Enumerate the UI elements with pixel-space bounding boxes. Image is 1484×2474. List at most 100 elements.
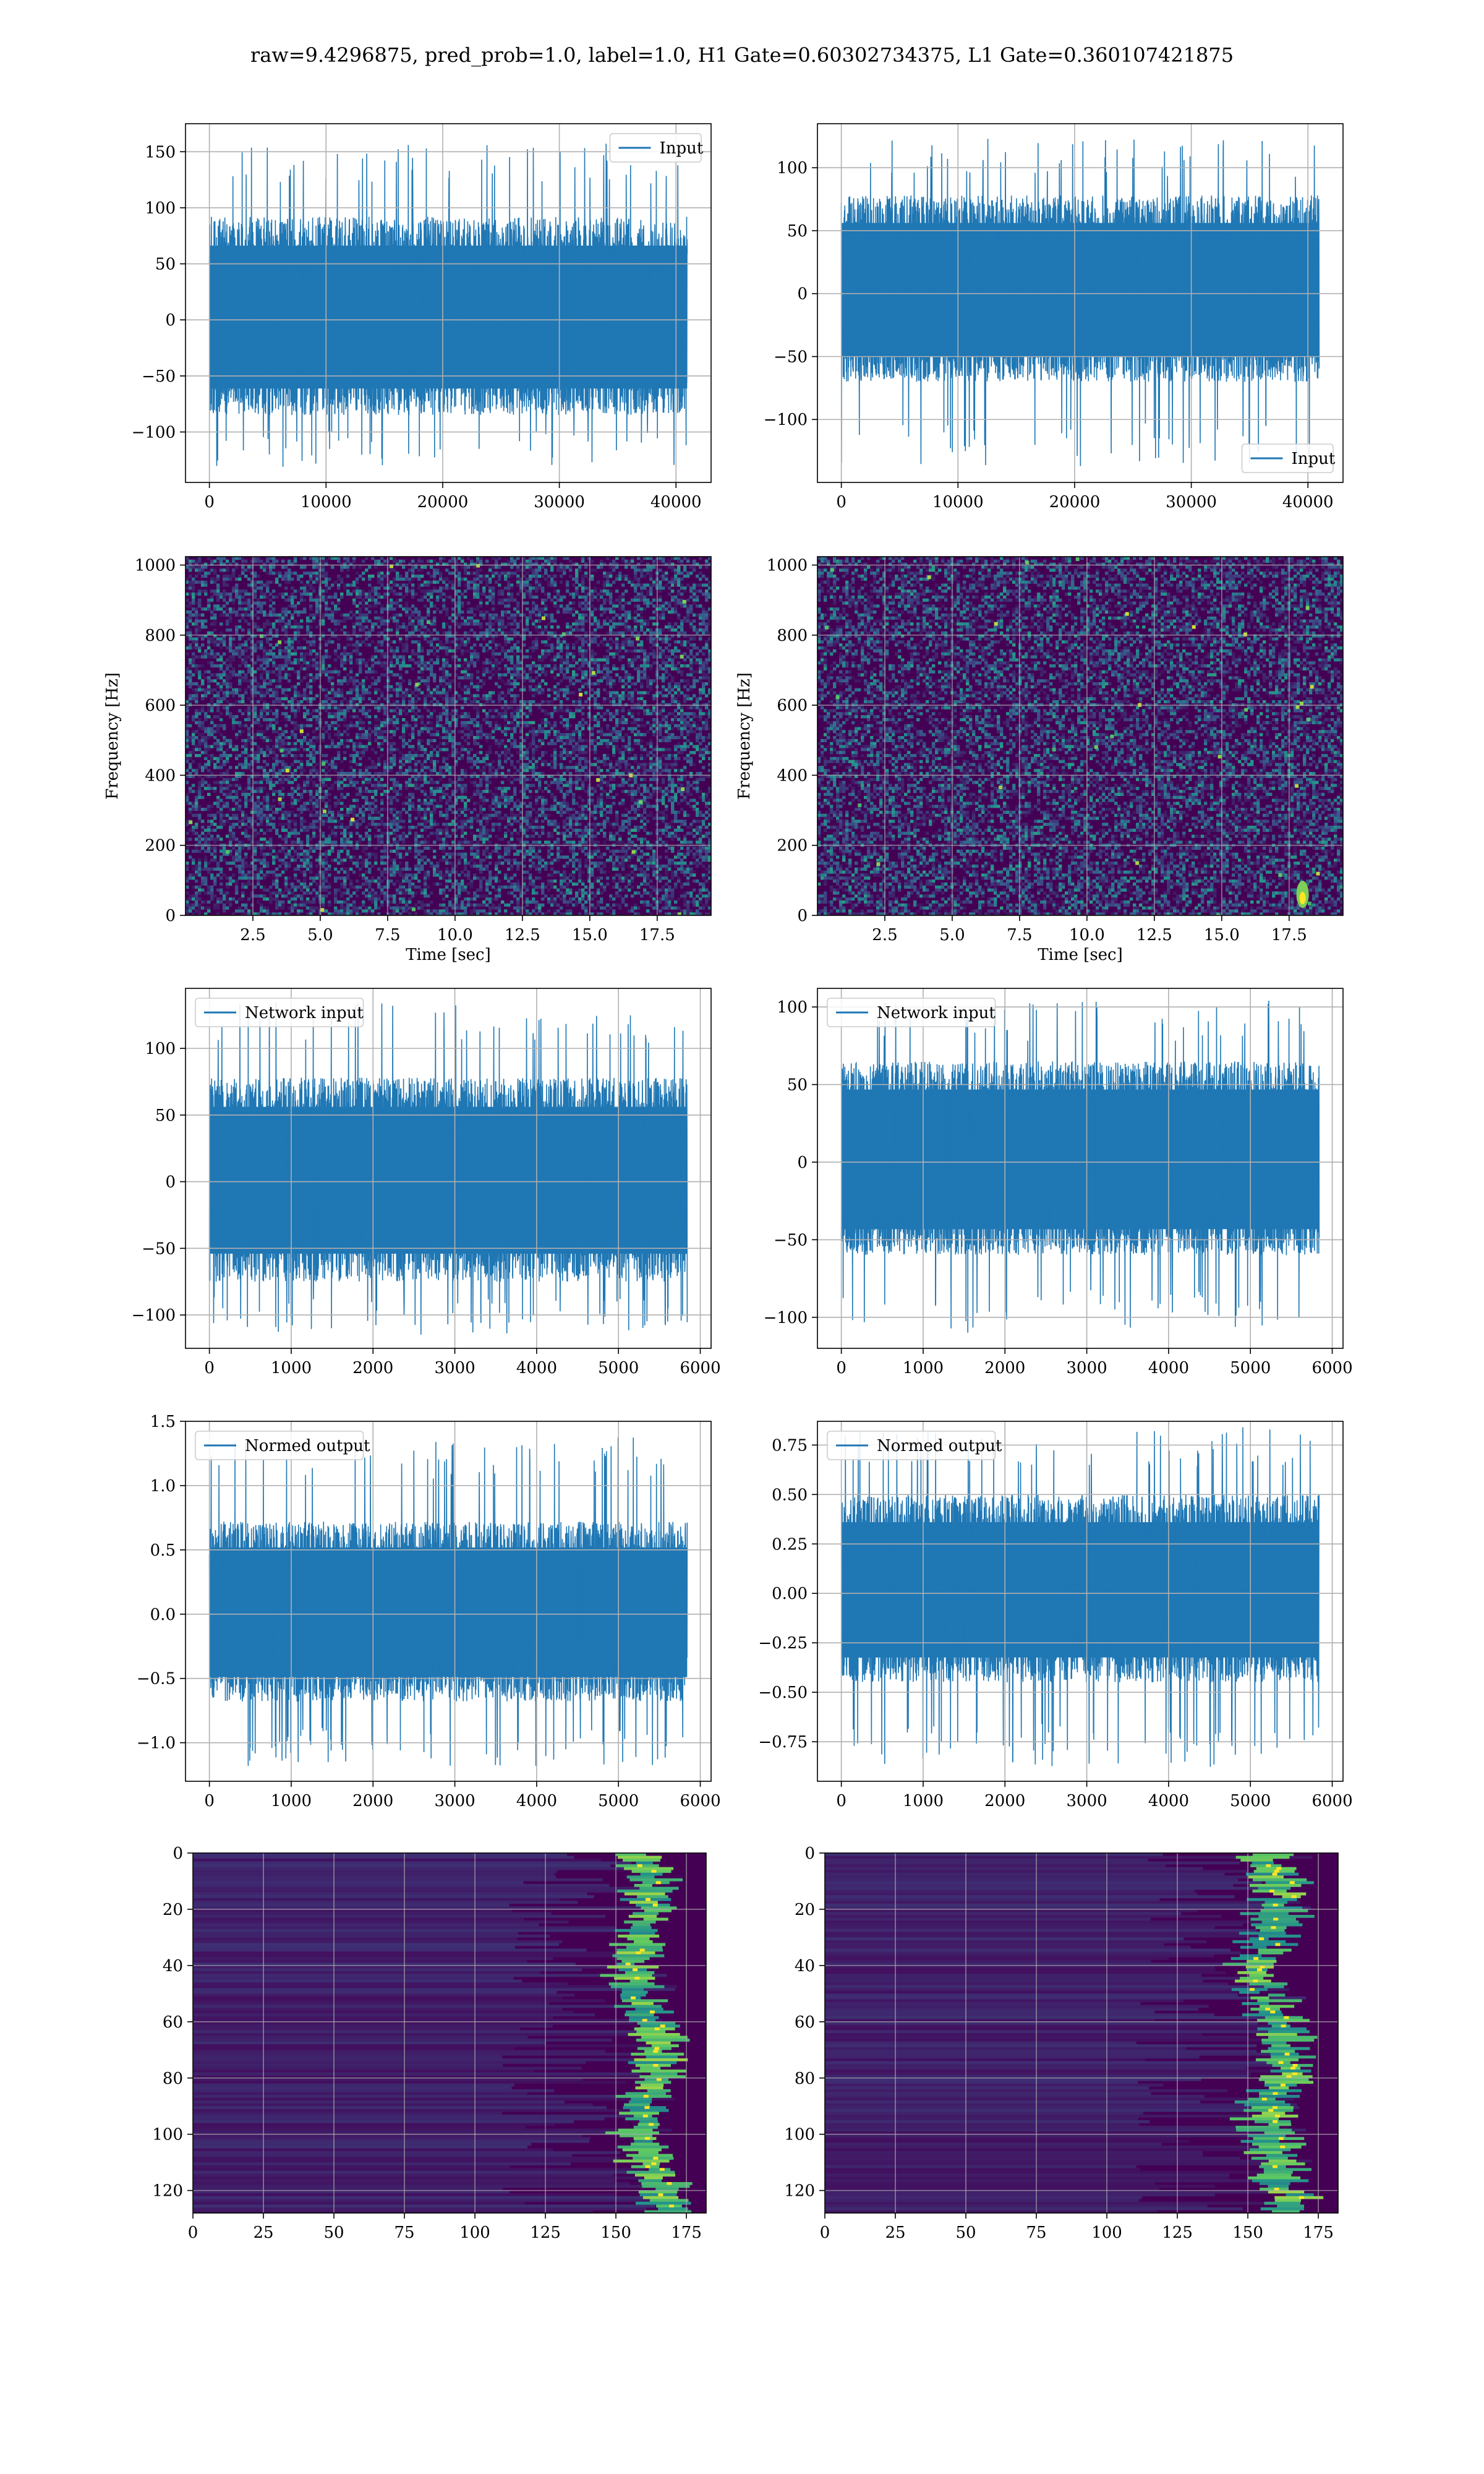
heatmap-cell <box>207 831 211 835</box>
heatmap-cell <box>189 583 192 587</box>
heatmap-cell <box>213 903 217 907</box>
heatmap-cell <box>427 634 430 638</box>
heatmap-cell <box>213 637 217 641</box>
heatmap-cell <box>216 589 220 593</box>
heatmap-cell <box>275 880 279 883</box>
heatmap-cell <box>436 607 440 611</box>
heatmap-cell <box>229 676 232 680</box>
heatmap-cell <box>417 849 421 853</box>
heatmap-cell <box>436 598 440 602</box>
heatmap-cell <box>331 763 335 766</box>
heatmap-cell <box>278 575 282 578</box>
heatmap-cell <box>349 867 353 871</box>
heatmap-cell <box>380 792 384 796</box>
heatmap-cell <box>362 625 365 629</box>
heatmap-cell <box>417 670 421 674</box>
heatmap-cell <box>220 733 223 737</box>
heatmap-cell <box>396 604 399 608</box>
heatmap-cell <box>377 912 381 915</box>
heatmap-cell <box>207 727 211 730</box>
heatmap-cell <box>306 906 310 910</box>
heatmap-cell <box>291 903 294 907</box>
heatmap-cell <box>210 649 214 653</box>
heatmap-cell <box>365 894 369 898</box>
heatmap-cell <box>223 897 226 901</box>
heatmap-cell <box>380 855 384 859</box>
heatmap-cell <box>291 906 294 910</box>
heatmap-cell <box>309 906 313 910</box>
heatmap-cell <box>309 900 313 904</box>
heatmap-cell <box>402 577 406 581</box>
heatmap-cell <box>390 820 393 823</box>
heatmap-cell <box>288 736 291 740</box>
heatmap-cell <box>352 580 356 584</box>
heatmap-cell <box>352 628 356 632</box>
heatmap-cell <box>269 694 273 698</box>
heatmap-cell <box>380 831 384 835</box>
heatmap-cell <box>241 841 245 844</box>
heatmap-cell <box>417 772 421 776</box>
heatmap-cell <box>371 604 375 608</box>
heatmap-cell <box>433 763 437 766</box>
heatmap-cell <box>433 661 437 665</box>
heatmap-cell <box>346 658 350 662</box>
heatmap-cell <box>291 562 294 566</box>
heatmap-cell <box>247 754 251 758</box>
heatmap-cell <box>272 589 276 593</box>
heatmap-cell <box>229 661 232 665</box>
heatmap-cell <box>424 637 427 641</box>
heatmap-cell <box>420 769 424 773</box>
heatmap-cell <box>356 805 359 808</box>
heatmap-cell <box>343 846 347 850</box>
heatmap-cell <box>229 841 232 844</box>
heatmap-cell <box>241 820 245 823</box>
heatmap-cell <box>359 787 362 790</box>
heatmap-cell <box>365 909 369 913</box>
heatmap-cell <box>260 846 263 850</box>
heatmap-cell <box>362 903 365 907</box>
heatmap-cell <box>281 802 285 805</box>
heatmap-cell <box>204 837 208 841</box>
heatmap-cell <box>226 781 229 784</box>
heatmap-cell <box>266 906 270 910</box>
heatmap-cell <box>207 760 211 763</box>
heatmap-cell <box>297 841 301 844</box>
heatmap-cell <box>414 831 418 835</box>
heatmap-cell <box>368 885 372 889</box>
heatmap-cell <box>393 583 396 587</box>
heatmap-cell <box>257 721 260 724</box>
heatmap-cell <box>204 718 208 722</box>
heatmap-cell <box>294 852 297 856</box>
heatmap-cell <box>424 694 427 698</box>
heatmap-cell <box>331 742 335 745</box>
heatmap-cell <box>195 900 198 904</box>
heatmap-cell <box>439 575 443 578</box>
heatmap-cell <box>365 733 369 737</box>
heatmap-cell <box>297 601 301 605</box>
heatmap-cell <box>241 894 245 898</box>
heatmap-cell <box>427 826 430 829</box>
heatmap-cell <box>189 774 192 778</box>
heatmap-cell <box>362 661 365 665</box>
heatmap-cell <box>405 849 409 853</box>
heatmap-cell <box>346 637 350 641</box>
heatmap-cell <box>294 652 297 656</box>
heatmap-cell <box>210 622 214 626</box>
heatmap-cell <box>383 559 387 563</box>
heatmap-cell <box>349 841 353 844</box>
heatmap-cell <box>439 577 443 581</box>
heatmap-cell <box>300 810 304 814</box>
heatmap-cell <box>216 745 220 748</box>
heatmap-cell <box>223 813 226 817</box>
heatmap-cell <box>396 810 399 814</box>
heatmap-cell <box>334 756 338 760</box>
heatmap-cell <box>322 841 325 844</box>
heatmap-cell <box>393 882 396 886</box>
heatmap-cell <box>346 777 350 781</box>
heatmap-cell <box>424 565 427 569</box>
heatmap-cell <box>220 559 223 563</box>
heatmap-cell <box>303 724 307 727</box>
heatmap-cell <box>198 712 202 716</box>
heatmap-cell <box>420 655 424 659</box>
heatmap-cell <box>272 751 276 755</box>
